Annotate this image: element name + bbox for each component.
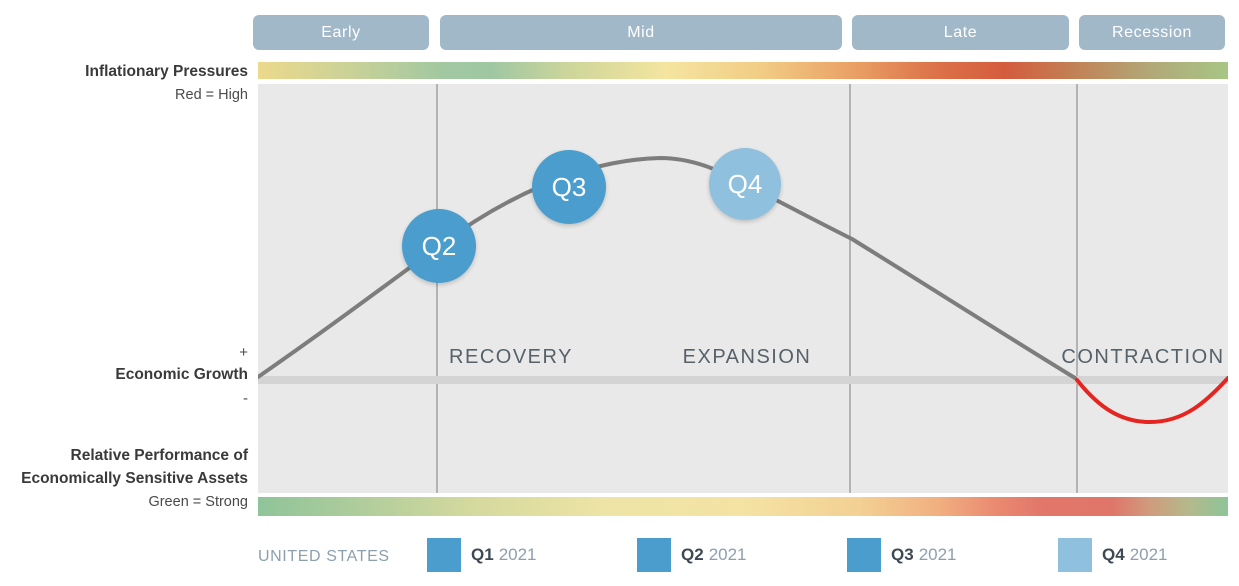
- marker-q4-label: Q4: [727, 168, 763, 199]
- performance-axis-subtitle: Green = Strong: [148, 494, 248, 510]
- phase-button-recession[interactable]: Recession: [1079, 15, 1225, 50]
- legend-swatch-q3: [847, 538, 881, 572]
- phase-button-late-label: Late: [943, 23, 978, 41]
- legend-quarter-q1: Q1: [471, 545, 494, 564]
- performance-axis-title-line2: Economically Sensitive Assets: [21, 470, 248, 487]
- stage-label-recovery: RECOVERY: [449, 346, 573, 368]
- plot-area: RECOVERY EXPANSION CONTRACTION Q2 Q3 Q4: [258, 84, 1228, 493]
- legend-quarter-q3: Q3: [891, 545, 914, 564]
- business-cycle-curve: [258, 155, 1077, 380]
- performance-gradient-bar: [258, 497, 1228, 516]
- legend-item-q1-2021[interactable]: Q1 2021: [427, 538, 537, 572]
- phase-button-late[interactable]: Late: [852, 15, 1069, 50]
- inflation-axis-title: Inflationary Pressures: [85, 63, 248, 80]
- legend-year-q3: 2021: [918, 545, 957, 564]
- growth-axis-plus: +: [239, 344, 248, 361]
- inflation-axis-subtitle: Red = High: [175, 87, 248, 103]
- marker-q3: Q3: [532, 150, 606, 224]
- legend-item-q4-2021[interactable]: Q4 2021: [1058, 538, 1168, 572]
- marker-q2-label: Q2: [421, 230, 457, 261]
- recession-dip-curve: [1075, 376, 1228, 425]
- legend-year-q1: 2021: [498, 545, 537, 564]
- marker-q3-label: Q3: [551, 171, 587, 202]
- legend-region-label: UNITED STATES: [258, 548, 390, 565]
- grid-divider-early-mid: [436, 84, 438, 493]
- performance-axis-title-line1: Relative Performance of: [70, 447, 248, 464]
- legend-swatch-q1: [427, 538, 461, 572]
- phase-button-recession-label: Recession: [1111, 23, 1193, 41]
- legend-item-q2-2021[interactable]: Q2 2021: [637, 538, 747, 572]
- cycle-curves: [258, 155, 1228, 425]
- grid-divider-mid-late: [849, 84, 851, 493]
- marker-q4: Q4: [709, 148, 781, 220]
- phase-button-mid[interactable]: Mid: [440, 15, 842, 50]
- legend-swatch-q2: [637, 538, 671, 572]
- legend-year-q4: 2021: [1129, 545, 1168, 564]
- stage-label-contraction: CONTRACTION: [1061, 346, 1225, 368]
- growth-axis-minus: -: [243, 390, 248, 407]
- marker-q2: Q2: [402, 209, 476, 283]
- legend-year-q2: 2021: [708, 545, 747, 564]
- stage-label-expansion: EXPANSION: [682, 346, 812, 368]
- grid-divider-late-recession: [1076, 84, 1078, 493]
- legend-quarter-q2: Q2: [681, 545, 704, 564]
- phase-button-early[interactable]: Early: [253, 15, 429, 50]
- phase-button-early-label: Early: [321, 23, 361, 41]
- legend-item-q3-2021[interactable]: Q3 2021: [847, 538, 957, 572]
- zero-growth-baseline: [258, 376, 1228, 384]
- growth-axis-title: Economic Growth: [115, 366, 248, 383]
- legend-quarter-q4: Q4: [1102, 545, 1125, 564]
- phase-button-mid-label: Mid: [627, 23, 655, 41]
- inflation-gradient-bar: [258, 62, 1228, 79]
- legend-swatch-q4: [1058, 538, 1092, 572]
